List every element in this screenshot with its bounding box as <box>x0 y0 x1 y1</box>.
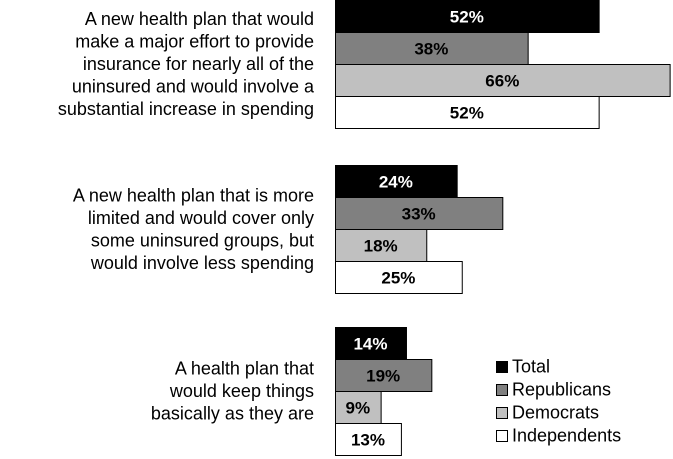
data-label: 14% <box>353 335 387 354</box>
data-label: 18% <box>364 237 398 256</box>
bar <box>335 359 433 392</box>
bar <box>335 229 428 262</box>
bar <box>335 423 402 456</box>
data-label: 25% <box>381 269 415 288</box>
legend-swatch <box>496 430 508 442</box>
bar <box>335 0 600 33</box>
category-label-line: some uninsured groups, but <box>91 230 314 250</box>
data-label: 33% <box>402 205 436 224</box>
legend-swatch <box>496 384 508 396</box>
category-label-line: would keep things <box>169 381 314 401</box>
data-label: 13% <box>351 431 385 450</box>
bar <box>335 165 458 198</box>
data-label: 66% <box>485 72 519 91</box>
legend-label: Republicans <box>512 380 611 400</box>
data-label: 19% <box>366 367 400 386</box>
category-label-line: limited and would cover only <box>88 208 314 228</box>
category-label-line: insurance for nearly all of the <box>83 54 314 74</box>
legend-label: Independents <box>512 426 621 446</box>
bar <box>335 261 463 294</box>
legend-swatch <box>496 361 508 373</box>
category-label: A health plan that would keep things basic… <box>151 359 314 424</box>
data-label: 52% <box>450 8 484 27</box>
category-label: A new health plan that would make a major… <box>58 9 315 119</box>
legend-label: Total <box>512 357 550 377</box>
category-label-line: A new health plan that is more <box>73 185 314 205</box>
bar <box>335 197 504 230</box>
bars: 52%38%66%52%24%33%18%25%14%19%9%13% <box>335 0 671 456</box>
bar <box>335 96 600 129</box>
category-label-line: uninsured and would involve a <box>72 77 315 97</box>
category-labels: A new health plan that would make a major… <box>58 9 315 424</box>
category-label: A new health plan that is more limited an… <box>73 185 314 272</box>
category-label-line: would involve less spending <box>90 253 314 273</box>
category-label-line: substantial increase in spending <box>58 99 314 119</box>
category-label-line: make a major effort to provide <box>75 32 314 52</box>
data-label: 9% <box>346 399 371 418</box>
category-label-line: A new health plan that would <box>85 9 314 29</box>
legend-label: Democrats <box>512 403 599 423</box>
legend-swatch <box>496 407 508 419</box>
data-label: 24% <box>379 173 413 192</box>
data-label: 52% <box>450 104 484 123</box>
data-label: 38% <box>414 40 448 59</box>
legend: Total Republicans Democrats Independents <box>496 357 621 446</box>
category-label-line: A health plan that <box>175 359 314 379</box>
category-label-line: basically as they are <box>151 404 314 424</box>
bar <box>335 64 671 97</box>
